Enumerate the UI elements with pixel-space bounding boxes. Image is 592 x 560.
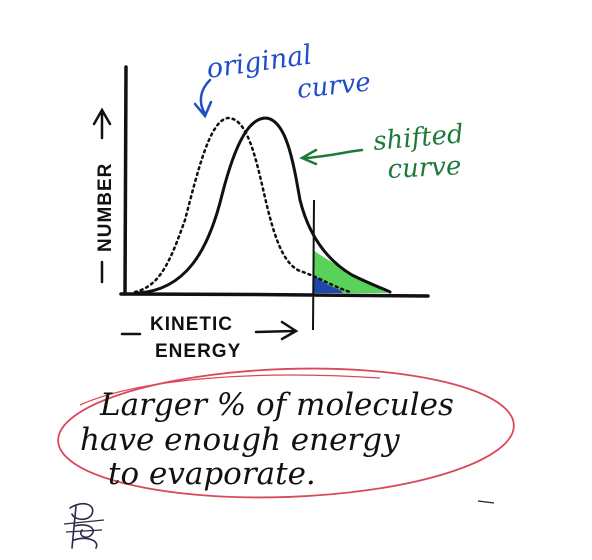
stray-dash (477, 500, 495, 504)
shifted-curve (136, 116, 392, 295)
y-axis-line (123, 65, 128, 296)
x-axis-line (119, 292, 430, 298)
note-line3: to evaporate. (108, 456, 316, 492)
shifted-arrowhead-icon (299, 148, 318, 166)
x-axis-arrow-icon (254, 320, 299, 341)
x-axis-label-line2: ENERGY (155, 341, 241, 362)
shifted-curve-arrow (304, 148, 364, 160)
threshold-line (312, 199, 315, 331)
note-ellipse (57, 367, 515, 499)
note-line2: have enough energy (80, 422, 400, 458)
note-line1: Larger % of molecules (99, 387, 454, 423)
signature-mark (63, 502, 105, 549)
y-axis-arrow-icon (92, 107, 112, 140)
original-arrowhead-icon (193, 100, 213, 119)
original-tail-area (313, 275, 343, 293)
x-axis-label-line1: KINETIC (150, 314, 233, 335)
original-curve (133, 116, 352, 294)
shifted-label-line2: curve (387, 151, 462, 185)
note-ellipse-tail (79, 374, 381, 406)
original-label-line2: curve (296, 67, 373, 105)
original-curve-arrow (199, 78, 212, 116)
y-axis-label: NUMBER (95, 163, 116, 252)
